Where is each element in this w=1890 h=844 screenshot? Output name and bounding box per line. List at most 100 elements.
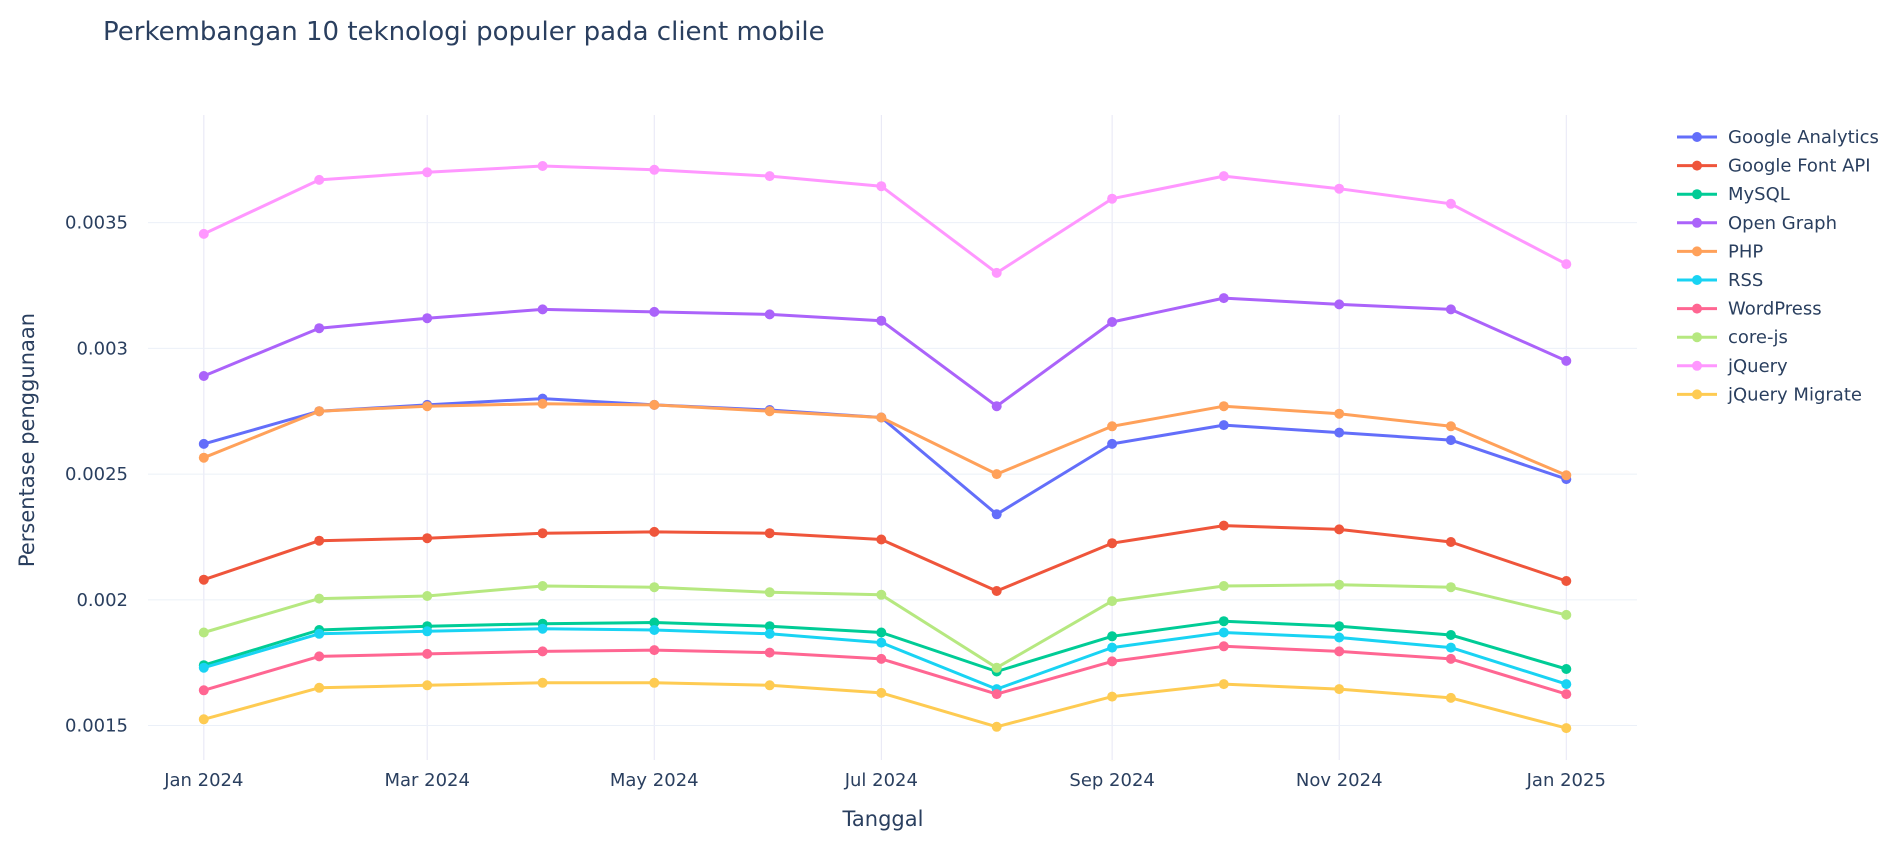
data-point xyxy=(314,323,325,334)
data-point xyxy=(1334,408,1345,419)
data-point xyxy=(1107,631,1118,642)
data-point xyxy=(1334,524,1345,535)
data-point xyxy=(1218,420,1229,431)
legend-label: core-js xyxy=(1728,327,1788,348)
data-point xyxy=(1107,656,1118,667)
data-point xyxy=(991,267,1002,278)
y-tick-label: 0.0025 xyxy=(65,464,128,485)
data-point xyxy=(198,228,209,239)
legend-item[interactable]: PHP xyxy=(1677,241,1763,262)
data-point xyxy=(1218,401,1229,412)
data-point xyxy=(314,628,325,639)
data-point xyxy=(314,682,325,693)
series-group xyxy=(198,677,1572,734)
legend-item[interactable]: jQuery xyxy=(1677,356,1788,377)
data-point xyxy=(198,685,209,696)
data-point xyxy=(314,406,325,417)
legend-swatch-marker xyxy=(1692,360,1702,371)
data-point xyxy=(422,533,433,544)
x-tick-label: Sep 2024 xyxy=(1069,770,1154,791)
legend-item[interactable]: jQuery Migrate xyxy=(1677,384,1862,405)
data-point xyxy=(876,181,887,192)
series-group xyxy=(198,161,1572,278)
data-point xyxy=(1561,470,1572,481)
data-point xyxy=(876,412,887,423)
series-group xyxy=(198,579,1572,673)
data-point xyxy=(314,174,325,185)
data-point xyxy=(1561,259,1572,270)
data-point xyxy=(991,689,1002,700)
data-point xyxy=(537,398,548,409)
y-axis-ticks: 0.0015 0.002 0.0025 0.003 0.0035 xyxy=(65,213,128,737)
data-point xyxy=(1561,576,1572,586)
data-point xyxy=(876,653,887,664)
legend: Google Analytics Google Font API MySQL Open… xyxy=(1677,127,1879,405)
series-group xyxy=(198,293,1572,412)
legend-item[interactable]: Google Analytics xyxy=(1677,127,1879,148)
x-tick-label: Jan 2024 xyxy=(163,770,243,791)
data-point xyxy=(537,646,548,657)
data-point xyxy=(1334,621,1345,632)
data-point xyxy=(1107,317,1118,327)
data-point xyxy=(649,306,660,317)
data-point xyxy=(1445,692,1456,703)
x-tick-label: Mar 2024 xyxy=(384,770,470,791)
data-point xyxy=(537,161,548,171)
legend-swatch-marker xyxy=(1692,189,1702,200)
x-tick-label: Nov 2024 xyxy=(1296,770,1383,791)
data-point xyxy=(649,164,660,175)
data-point xyxy=(876,534,887,545)
data-point xyxy=(422,591,433,601)
y-tick-label: 0.003 xyxy=(76,338,128,359)
legend-label: WordPress xyxy=(1728,299,1822,320)
data-point xyxy=(649,625,660,635)
data-point xyxy=(1218,627,1229,638)
data-point xyxy=(1218,679,1229,690)
legend-swatch-marker xyxy=(1692,246,1702,257)
legend-label: RSS xyxy=(1728,270,1763,291)
legend-item[interactable]: Google Font API xyxy=(1677,156,1871,177)
y-tick-label: 0.0035 xyxy=(65,213,128,234)
data-point xyxy=(198,574,209,585)
data-point xyxy=(1334,646,1345,657)
data-point xyxy=(649,645,660,656)
data-point xyxy=(537,623,548,634)
x-tick-label: May 2024 xyxy=(610,770,699,791)
data-point xyxy=(876,315,887,326)
x-tick-label: Jul 2024 xyxy=(844,770,918,791)
series-group xyxy=(198,520,1572,596)
data-point xyxy=(876,627,887,638)
data-point xyxy=(1561,723,1572,734)
chart-title: Perkembangan 10 teknologi populer pada c… xyxy=(103,17,825,47)
data-point xyxy=(991,469,1002,480)
data-point xyxy=(764,528,775,539)
data-point xyxy=(314,593,325,604)
data-point xyxy=(1218,293,1229,304)
data-point xyxy=(314,651,325,662)
data-point xyxy=(1218,616,1229,627)
legend-item[interactable]: core-js xyxy=(1677,327,1788,348)
data-point xyxy=(1334,579,1345,590)
data-point xyxy=(1107,596,1118,607)
data-point xyxy=(1445,537,1456,547)
data-point xyxy=(991,586,1002,596)
data-point xyxy=(422,680,433,691)
grid xyxy=(148,115,1637,760)
data-point xyxy=(649,582,660,593)
data-point xyxy=(422,626,433,637)
data-point xyxy=(1334,299,1345,310)
legend-swatch-marker xyxy=(1692,275,1702,285)
legend-item[interactable]: WordPress xyxy=(1677,299,1822,320)
legend-item[interactable]: MySQL xyxy=(1677,184,1790,205)
legend-item[interactable]: RSS xyxy=(1677,270,1763,291)
x-axis-ticks: Jan 2024 Mar 2024 May 2024 Jul 2024 Sep 2024… xyxy=(163,770,1606,791)
data-point xyxy=(1445,198,1456,209)
data-point xyxy=(876,687,887,698)
data-point xyxy=(198,452,209,463)
x-tick-label: Jan 2025 xyxy=(1526,770,1606,791)
legend-label: Google Font API xyxy=(1728,156,1871,177)
legend-item[interactable]: Open Graph xyxy=(1677,213,1837,234)
data-point xyxy=(198,662,209,673)
data-point xyxy=(764,621,775,632)
y-axis-title: Persentase penggunaan xyxy=(15,313,39,567)
